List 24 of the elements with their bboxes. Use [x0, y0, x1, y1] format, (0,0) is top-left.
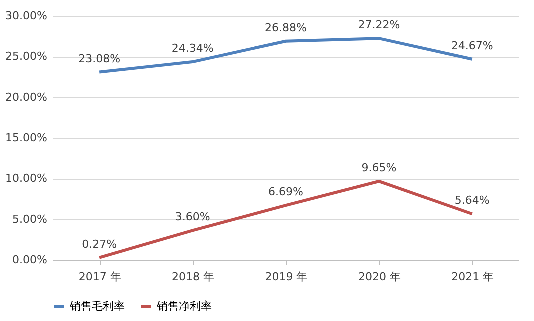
y-tick-label: 25.00% [6, 50, 48, 64]
data-label: 3.60% [175, 210, 210, 224]
data-label: 24.67% [451, 39, 494, 52]
y-tick-label: 5.00% [12, 212, 48, 226]
data-label: 5.64% [454, 194, 490, 208]
data-label: 26.88% [265, 21, 307, 34]
y-tick-label: 20.00% [6, 90, 48, 104]
x-tick-label: 2018 年 [172, 270, 215, 284]
data-label: 23.08% [78, 52, 121, 66]
data-label: 0.27% [82, 238, 118, 251]
data-label: 9.65% [362, 162, 397, 175]
y-tick-label: 10.00% [6, 172, 48, 186]
y-tick-label: 15.00% [6, 132, 48, 144]
x-tick-label: 2019 年 [265, 270, 308, 284]
x-tick-label: 2020 年 [358, 270, 401, 284]
x-tick-label: 2021 年 [452, 270, 494, 284]
data-label: 6.69% [268, 186, 304, 199]
y-tick-label: 30.00% [6, 10, 48, 22]
legend-label: 销售净利率 [156, 300, 212, 313]
y-tick-label: 0.00% [12, 254, 48, 266]
data-label: 24.34% [172, 42, 214, 56]
x-tick-label: 2017 年 [78, 270, 122, 284]
data-label: 27.22% [358, 18, 400, 32]
legend-label: 销售毛利率 [69, 300, 125, 313]
